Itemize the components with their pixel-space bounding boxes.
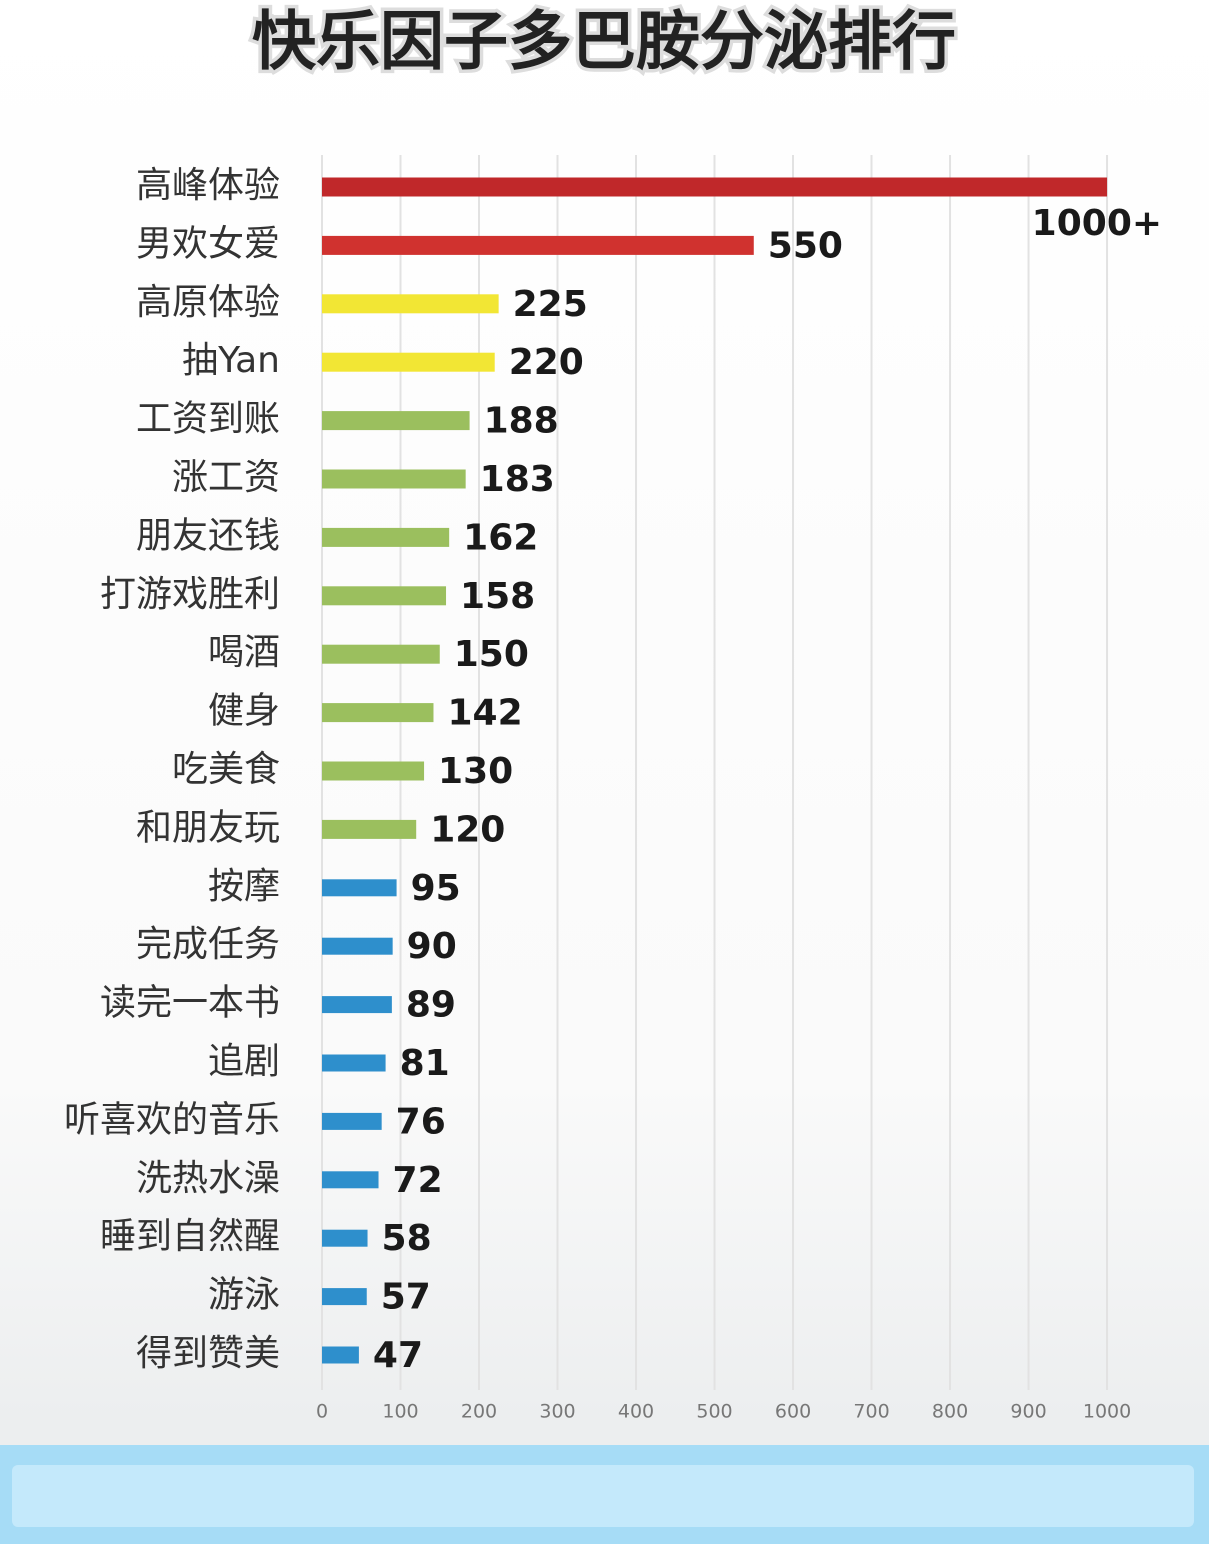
value-label: 57 [381,1277,431,1318]
y-tick-label: 游泳 [208,1275,280,1316]
bar [322,937,393,955]
value-label: 95 [411,868,461,909]
y-tick-label: 健身 [208,691,280,732]
y-tick-label: 得到赞美 [136,1333,280,1374]
bar [322,644,440,664]
bar [322,411,470,431]
bar [322,469,466,489]
value-label: 47 [373,1335,423,1376]
y-tick-label: 听喜欢的音乐 [64,1099,280,1140]
bar [322,527,450,547]
value-label: 188 [484,401,559,442]
y-tick-label: 吃美食 [172,749,280,790]
value-label: 120 [430,809,505,850]
bar [322,1171,379,1189]
y-tick-label: 按摩 [208,866,280,907]
x-tick-label: 700 [853,1401,889,1423]
value-label: 142 [447,693,522,734]
y-tick-label: 男欢女爱 [136,223,280,264]
bar [322,761,425,781]
bar [322,586,447,606]
bar [322,1054,386,1072]
bar [322,1346,359,1364]
value-label: 550 [768,225,843,266]
bar [322,1288,367,1306]
value-label: 81 [400,1043,450,1084]
value-label: 72 [393,1160,443,1201]
y-tick-label: 睡到自然醒 [100,1216,280,1257]
y-tick-label: 追剧 [208,1041,280,1082]
x-tick-label: 900 [1010,1401,1046,1423]
value-label: 150 [454,634,529,675]
y-tick-label: 洗热水澡 [136,1158,280,1199]
value-label: 90 [407,926,457,967]
bar [322,294,499,314]
y-tick-label: 高原体验 [136,282,280,323]
bar [322,1112,382,1130]
value-label: 220 [509,342,584,383]
value-label: 1000+ [1032,203,1162,244]
x-tick-label: 0 [316,1401,328,1423]
value-label: 183 [480,459,555,500]
value-label: 89 [406,985,456,1026]
y-tick-label: 完成任务 [136,924,280,965]
y-tick-label: 打游戏胜利 [100,574,280,615]
x-tick-label: 300 [539,1401,575,1423]
bar [322,703,434,723]
x-tick-label: 800 [932,1401,968,1423]
value-label: 58 [382,1218,432,1259]
input-box [12,1465,1194,1527]
x-tick-label: 400 [618,1401,654,1423]
y-tick-label: 喝酒 [208,632,280,673]
value-label: 158 [460,576,535,617]
bar [322,235,754,255]
x-tick-label: 600 [775,1401,811,1423]
y-tick-label: 涨工资 [172,457,280,498]
x-tick-label: 1000 [1083,1401,1131,1423]
bar [322,996,392,1014]
y-tick-label: 和朋友玩 [136,807,280,848]
value-label: 130 [438,751,513,792]
y-tick-label: 抽Yan [182,340,280,381]
value-label: 76 [396,1101,446,1142]
x-tick-label: 100 [382,1401,418,1423]
y-tick-label: 读完一本书 [100,983,280,1024]
value-label: 162 [463,517,538,558]
value-label: 225 [513,284,588,325]
y-tick-label: 工资到账 [136,399,280,440]
bar [322,879,397,897]
bar [322,177,1108,197]
x-tick-label: 500 [696,1401,732,1423]
y-tick-label: 朋友还钱 [136,515,280,556]
bar [322,819,417,839]
y-tick-label: 高峰体验 [136,165,280,206]
x-tick-label: 200 [461,1401,497,1423]
bar [322,352,495,372]
chart-title: 快乐因子多巴胺分泌排行 [252,6,956,80]
bar [322,1229,368,1247]
